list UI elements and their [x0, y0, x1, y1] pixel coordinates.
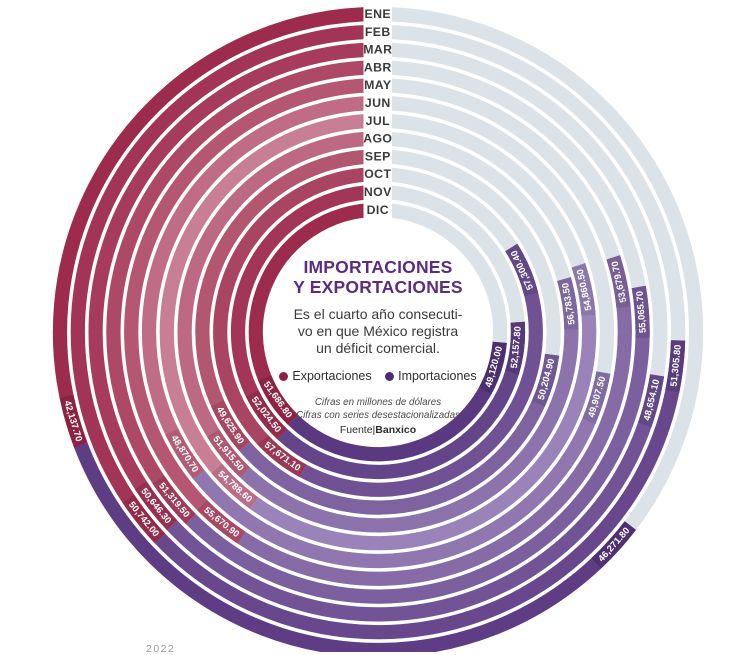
- import-value-label-ABR: 55,065.70: [634, 290, 648, 333]
- import-arc-ENE: [74, 442, 636, 652]
- import-arc-MAR: [166, 374, 665, 622]
- month-label-FEB: FEB: [365, 25, 391, 39]
- export-arc-OCT: [213, 167, 379, 478]
- import-arc-OCT: [299, 243, 543, 497]
- export-arc-JUN: [141, 95, 379, 480]
- import-value-chip-FEB: [665, 340, 686, 393]
- export-value-chip-DIC: [258, 374, 299, 425]
- export-value-chip-JUN: [165, 428, 205, 480]
- import-value-chip-NOV: [505, 321, 526, 375]
- export-arc-ABR: [106, 60, 379, 525]
- export-value-chip-ABR: [152, 475, 196, 525]
- export-arc-SEP: [195, 149, 379, 451]
- import-value-chip-MAY: [606, 255, 631, 309]
- import-arc-AGO: [240, 277, 579, 533]
- import-arc-SEP: [239, 353, 560, 515]
- cutoff-year-label: 2022: [146, 643, 176, 655]
- month-label-ENE: ENE: [365, 7, 391, 21]
- export-arc-ENE: [52, 6, 379, 448]
- export-value-chip-MAY: [197, 500, 246, 544]
- month-label-SEP: SEP: [365, 149, 391, 163]
- import-value-chip-DIC: [478, 341, 507, 395]
- month-label-OCT: OCT: [364, 167, 391, 181]
- export-value-chip-NOV: [245, 390, 288, 440]
- import-arc-FEB: [154, 340, 686, 640]
- import-arc-MAY: [237, 255, 632, 586]
- month-label-ABR: ABR: [364, 60, 392, 74]
- month-label-JUL: JUL: [366, 114, 391, 128]
- import-value-chip-MAR: [637, 374, 665, 428]
- import-value-chip-AGO: [557, 277, 579, 330]
- export-arc-JUL: [159, 113, 379, 509]
- export-value-chip-AGO: [206, 429, 250, 478]
- month-label-MAR: MAR: [363, 43, 392, 57]
- month-label-MAY: MAY: [364, 78, 391, 92]
- import-arc-JUL: [249, 263, 597, 551]
- import-value-chip-JUN: [582, 371, 611, 425]
- export-arc-AGO: [177, 131, 379, 478]
- month-label-DIC: DIC: [367, 203, 389, 217]
- import-arc-ABR: [185, 285, 650, 604]
- import-value-chip-ABR: [631, 285, 650, 338]
- import-value-chip-ENE: [591, 521, 636, 569]
- import-value-chip-OCT: [505, 243, 539, 297]
- import-arc-JUN: [193, 371, 611, 569]
- export-value-chip-ENE: [59, 394, 88, 448]
- import-value-label-FEB: 51,305.80: [669, 344, 683, 387]
- export-arc-FEB: [70, 24, 379, 544]
- month-label-AGO: AGO: [363, 132, 392, 146]
- import-value-chip-JUL: [571, 263, 596, 316]
- export-value-chip-MAR: [134, 481, 178, 531]
- export-value-chip-JUL: [211, 463, 259, 509]
- month-label-NOV: NOV: [364, 185, 392, 199]
- import-value-chip-SEP: [531, 353, 560, 407]
- month-label-JUN: JUN: [365, 96, 391, 110]
- export-value-chip-SEP: [210, 400, 250, 451]
- export-arc-MAY: [124, 78, 379, 544]
- export-arc-MAR: [88, 42, 379, 531]
- import-value-label-NOV: 52,157.80: [509, 326, 523, 369]
- export-value-chip-OCT: [257, 434, 307, 478]
- month-column-mask: [363, 0, 392, 224]
- export-value-chip-FEB: [122, 494, 166, 544]
